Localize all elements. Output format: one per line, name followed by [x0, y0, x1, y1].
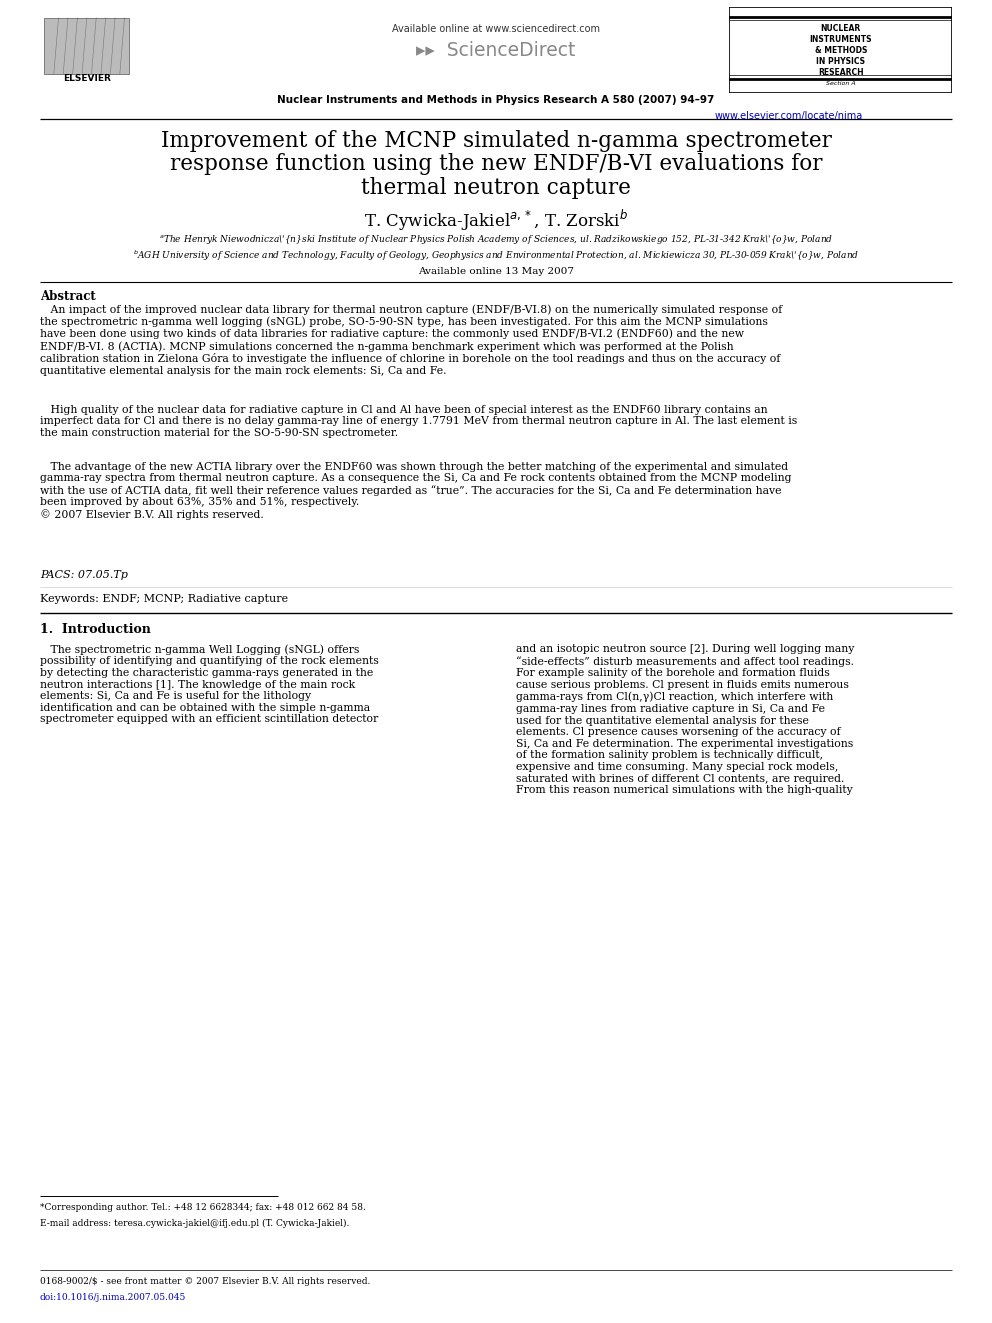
Text: Available online 13 May 2007: Available online 13 May 2007 — [418, 267, 574, 277]
Text: INSTRUMENTS: INSTRUMENTS — [809, 34, 872, 44]
Text: & METHODS: & METHODS — [814, 46, 867, 54]
Text: ELSEVIER: ELSEVIER — [62, 74, 111, 83]
Text: Keywords: ENDF; MCNP; Radiative capture: Keywords: ENDF; MCNP; Radiative capture — [40, 594, 288, 605]
Text: and an isotopic neutron source [2]. During well logging many
“side-effects” dist: and an isotopic neutron source [2]. Duri… — [516, 644, 854, 795]
Text: Section A: Section A — [826, 82, 855, 86]
Text: Available online at www.sciencedirect.com: Available online at www.sciencedirect.co… — [392, 24, 600, 34]
Text: T. Cywicka-Jakiel$^{a,*}$, T. Zorski$^{b}$: T. Cywicka-Jakiel$^{a,*}$, T. Zorski$^{b… — [364, 208, 628, 233]
Text: Nuclear Instruments and Methods in Physics Research A 580 (2007) 94–97: Nuclear Instruments and Methods in Physi… — [278, 95, 714, 106]
Text: 1.  Introduction: 1. Introduction — [40, 623, 151, 636]
Bar — [45, 17, 129, 74]
Text: thermal neutron capture: thermal neutron capture — [361, 177, 631, 200]
Text: response function using the new ENDF/B-VI evaluations for: response function using the new ENDF/B-V… — [170, 153, 822, 176]
Text: Improvement of the MCNP simulated n-gamma spectrometer: Improvement of the MCNP simulated n-gamm… — [161, 130, 831, 152]
Text: 0168-9002/$ - see front matter © 2007 Elsevier B.V. All rights reserved.: 0168-9002/$ - see front matter © 2007 El… — [40, 1277, 370, 1286]
Text: Abstract: Abstract — [40, 290, 95, 303]
Text: doi:10.1016/j.nima.2007.05.045: doi:10.1016/j.nima.2007.05.045 — [40, 1293, 186, 1302]
Text: High quality of the nuclear data for radiative capture in Cl and Al have been of: High quality of the nuclear data for rad… — [40, 405, 797, 438]
Text: The spectrometric n-gamma Well Logging (sNGL) offers
possibility of identifying : The spectrometric n-gamma Well Logging (… — [40, 644, 378, 725]
Text: $^b$AGH University of Science and Technology, Faculty of Geology, Geophysics and: $^b$AGH University of Science and Techno… — [133, 249, 859, 263]
Text: NUCLEAR: NUCLEAR — [820, 24, 861, 33]
Text: PACS: 07.05.Tp: PACS: 07.05.Tp — [40, 570, 128, 581]
Text: An impact of the improved nuclear data library for thermal neutron capture (ENDF: An impact of the improved nuclear data l… — [40, 304, 782, 376]
Text: *Corresponding author. Tel.: +48 12 6628344; fax: +48 012 662 84 58.: *Corresponding author. Tel.: +48 12 6628… — [40, 1203, 366, 1212]
Text: RESEARCH: RESEARCH — [818, 67, 863, 77]
Text: ▸▸  ScienceDirect: ▸▸ ScienceDirect — [417, 41, 575, 60]
Text: E-mail address: teresa.cywicka-jakiel@ifj.edu.pl (T. Cywicka-Jakiel).: E-mail address: teresa.cywicka-jakiel@if… — [40, 1218, 349, 1228]
Text: IN PHYSICS: IN PHYSICS — [816, 57, 865, 66]
Text: $^a$The Henryk Niewodnicza\'{n}ski Institute of Nuclear Physics Polish Academy o: $^a$The Henryk Niewodnicza\'{n}ski Insti… — [159, 233, 833, 246]
Text: www.elsevier.com/locate/nima: www.elsevier.com/locate/nima — [714, 111, 863, 122]
Text: The advantage of the new ACTIA library over the ENDF60 was shown through the bet: The advantage of the new ACTIA library o… — [40, 462, 792, 520]
